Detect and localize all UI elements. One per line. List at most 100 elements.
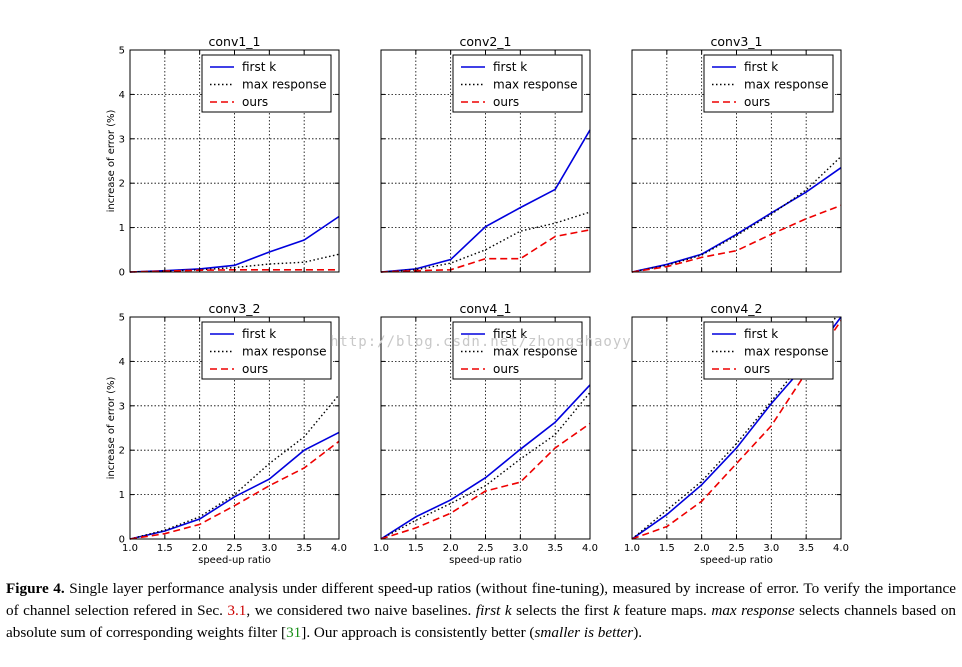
legend-label: ours — [744, 362, 770, 376]
y-axis-label: increase of error (%) — [106, 376, 117, 479]
caption-text-6: ]. Our approach is consistently better ( — [301, 624, 535, 641]
legend-label: ours — [744, 95, 770, 109]
legend-label: max response — [744, 78, 828, 92]
legend-label: max response — [242, 78, 326, 92]
x-axis-label: speed-up ratio — [198, 555, 271, 566]
series-line-first-k — [631, 167, 842, 273]
y-tick-label: 0 — [119, 268, 125, 279]
x-tick-label: 2.0 — [443, 543, 459, 554]
caption-text-7: ). — [633, 624, 643, 641]
legend-label: max response — [493, 78, 577, 92]
y-tick-label: 0 — [119, 535, 125, 546]
section-reference-link[interactable]: 3.1 — [227, 602, 247, 619]
y-tick-label: 5 — [119, 313, 125, 324]
x-tick-label: 1.5 — [659, 543, 675, 554]
legend: first k max response ours — [452, 54, 583, 113]
y-tick-label: 2 — [119, 179, 125, 190]
caption-text-2: , we considered two naive baselines. — [246, 602, 476, 619]
x-tick-label: 4.0 — [833, 543, 849, 554]
series-line-max-response — [380, 211, 591, 273]
x-tick-label: 2.5 — [227, 543, 243, 554]
x-tick-label: 4.0 — [331, 543, 347, 554]
x-axis-label: speed-up ratio — [449, 555, 522, 566]
y-tick-label: 3 — [119, 134, 125, 145]
legend-label: first k — [744, 327, 778, 341]
legend-label: ours — [493, 95, 519, 109]
series-line-first-k — [380, 384, 591, 540]
series-line-max-response — [129, 394, 340, 540]
series-line-max-response — [129, 253, 340, 273]
plot-top-mask — [632, 305, 841, 317]
chart-title: conv3_1 — [711, 34, 763, 49]
plot-top-mask — [130, 305, 339, 317]
x-axis-label: speed-up ratio — [700, 555, 773, 566]
legend-label: ours — [242, 362, 268, 376]
caption-text-3: selects the first — [511, 602, 614, 619]
chart-panel-conv4-2: conv4_2 1.0 1.5 2.0 2.5 3.0 3.5 4.0 speed-up rat… — [624, 301, 849, 566]
x-tick-label: 2.5 — [729, 543, 745, 554]
plot-top-mask — [381, 38, 590, 50]
y-tick-label: 1 — [119, 223, 125, 234]
caption-text-5: selects channels based on absolute sum o… — [6, 602, 957, 641]
chart-title: conv1_1 — [209, 34, 261, 49]
chart-panel-conv3-2: conv3_2 0 1 2 3 4 5 1.0 1.5 2.0 2.5 3.0 3.5 4.0 increa… — [106, 301, 347, 566]
citation-link[interactable]: 31 — [286, 624, 302, 641]
series-line-max-response — [380, 392, 591, 540]
series-group — [631, 156, 842, 273]
series-line-ours — [380, 422, 591, 540]
x-tick-label: 3.5 — [547, 543, 563, 554]
chart-panel-conv1-1: conv1_1 0 1 2 3 4 5 increase of error (%) first … — [106, 34, 340, 279]
x-tick-label: 1.0 — [373, 543, 389, 554]
legend: first k max response ours — [703, 321, 834, 380]
figure-panels: conv1_1 0 1 2 3 4 5 increase of error (%) first … — [106, 34, 849, 566]
caption-text-4: feature maps. — [619, 602, 712, 619]
legend-label: ours — [493, 362, 519, 376]
x-tick-label: 2.0 — [192, 543, 208, 554]
x-tick-label: 3.0 — [261, 543, 277, 554]
y-tick-label: 4 — [119, 357, 125, 368]
legend-label: max response — [744, 345, 828, 359]
x-tick-label: 1.0 — [122, 543, 138, 554]
watermark-text: http://blog.csdn.net/zhongshaoyy — [330, 334, 632, 350]
y-tick-label: 2 — [119, 446, 125, 457]
x-tick-label: 2.5 — [478, 543, 494, 554]
legend-label: max response — [242, 345, 326, 359]
y-tick-label: 5 — [119, 46, 125, 57]
plot-top-mask — [381, 305, 590, 317]
series-line-first-k — [129, 431, 340, 540]
caption-term-max-response: max response — [711, 602, 795, 619]
chart-panel-conv4-1: conv4_1 1.0 1.5 2.0 2.5 3.0 3.5 4.0 speed-up rat… — [373, 301, 598, 566]
chart-title: conv4_2 — [711, 301, 763, 316]
legend-label: first k — [242, 60, 276, 74]
x-tick-label: 1.0 — [624, 543, 640, 554]
caption-smaller-is-better: smaller is better — [534, 624, 634, 641]
x-tick-label: 3.5 — [798, 543, 814, 554]
y-tick-label: 1 — [119, 490, 125, 501]
x-tick-label: 2.0 — [694, 543, 710, 554]
y-axis-label: increase of error (%) — [106, 109, 117, 212]
x-tick-label: 1.5 — [157, 543, 173, 554]
legend: first k max response ours — [452, 321, 583, 380]
legend-label: first k — [744, 60, 778, 74]
legend-label: first k — [493, 60, 527, 74]
x-tick-label: 3.5 — [296, 543, 312, 554]
legend-label: ours — [242, 95, 268, 109]
legend-label: max response — [493, 345, 577, 359]
x-tick-label: 4.0 — [582, 543, 598, 554]
y-tick-label: 4 — [119, 90, 125, 101]
legend: first k max response ours — [201, 321, 332, 380]
x-tick-label: 3.0 — [512, 543, 528, 554]
plot-top-mask — [632, 38, 841, 50]
caption-term-k: k — [613, 602, 620, 619]
chart-title: conv4_1 — [460, 301, 512, 316]
caption-term-first-k: first k — [475, 602, 512, 619]
legend-label: first k — [493, 327, 527, 341]
series-line-ours — [631, 204, 842, 273]
caption-label: Figure 4. — [6, 580, 65, 597]
series-group — [380, 384, 591, 540]
chart-title: conv2_1 — [460, 34, 512, 49]
chart-title: conv3_2 — [209, 301, 261, 316]
caption-text-1: Single layer performance analysis under … — [6, 580, 956, 619]
